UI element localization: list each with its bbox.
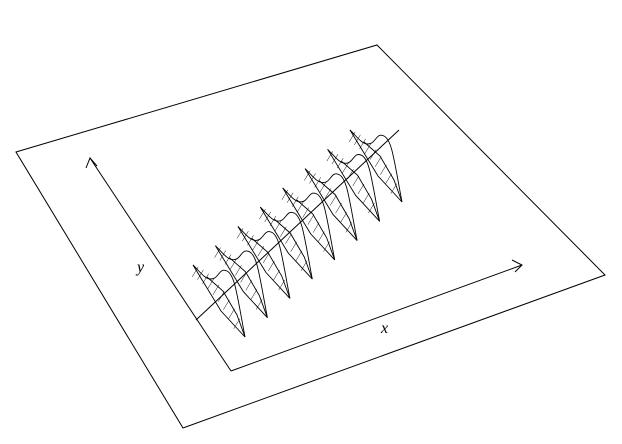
x-axis-line: [230, 264, 523, 372]
y-axis-arrowhead: [85, 157, 98, 169]
profile-group: [191, 129, 403, 338]
plane-outline: [15, 44, 606, 429]
profile-curve: [259, 206, 313, 280]
profile-curve: [215, 245, 268, 318]
profile-baseline: [259, 206, 313, 280]
wave-profile: [214, 245, 268, 319]
y-axis-line: [89, 157, 232, 372]
profile-hatching: [259, 208, 308, 271]
center-line: [195, 129, 400, 321]
profile-curve: [304, 168, 358, 241]
wave-profile: [191, 264, 246, 338]
profile-baseline: [237, 226, 291, 299]
profile-baseline: [282, 187, 336, 261]
profile-baseline: [349, 129, 403, 203]
profile-baseline: [215, 245, 268, 319]
profile-curve: [237, 226, 291, 299]
x-axis-label: x: [380, 320, 388, 337]
wave-profile: [236, 226, 291, 299]
profile-baseline: [327, 149, 381, 222]
profile-hatching: [326, 151, 375, 214]
profile-hatching: [281, 189, 330, 252]
profile-baseline: [192, 264, 246, 338]
profile-baseline: [304, 168, 358, 241]
x-axis-arrowhead: [511, 259, 523, 273]
wave-profile: [281, 187, 336, 261]
profile-hatching: [214, 247, 263, 310]
profile-hatching: [348, 131, 398, 194]
profile-hatching: [236, 228, 285, 291]
wave-profile: [326, 148, 381, 222]
profile-curve: [349, 129, 403, 203]
profile-curve: [282, 187, 336, 260]
profile-curve: [192, 264, 246, 338]
wave-profile: [259, 206, 313, 280]
wave-profile: [348, 129, 403, 203]
profile-hatching: [304, 170, 353, 233]
wave-profile: [304, 168, 358, 241]
y-axis-label: y: [135, 259, 145, 276]
profile-hatching: [191, 266, 241, 329]
profile-curve: [327, 148, 381, 222]
